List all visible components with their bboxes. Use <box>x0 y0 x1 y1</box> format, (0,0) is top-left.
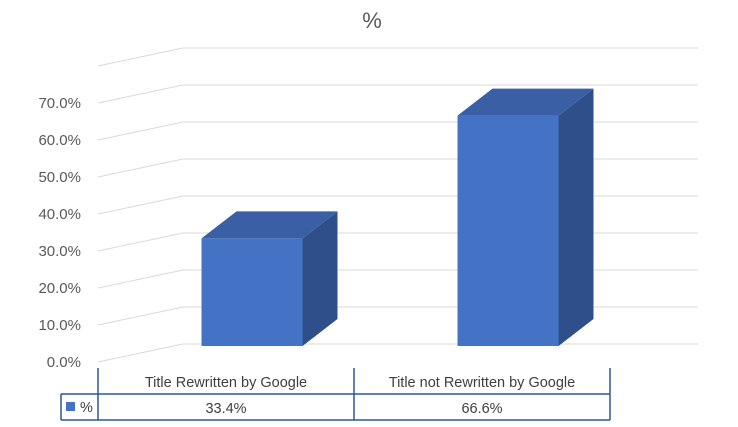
value-label: 66.6% <box>461 401 502 417</box>
bar-front <box>457 115 559 346</box>
bars <box>201 88 594 346</box>
gridline-diagonal <box>97 47 184 67</box>
category-label: Title not Rewritten by Google <box>389 375 575 391</box>
y-axis-ticks: 0.0% 10.0% 20.0% 30.0% 40.0% 50.0% 60.0% 70.0% <box>38 95 81 371</box>
bar-top <box>457 88 594 116</box>
bar-top <box>201 211 338 239</box>
gridline-diagonal <box>97 269 184 289</box>
value-label: 33.4% <box>205 401 246 417</box>
y-tick-label: 0.0% <box>47 354 81 371</box>
data-table: Title Rewritten by Google Title not Rewri… <box>60 368 611 421</box>
legend-label: % <box>80 400 93 416</box>
gridline-diagonal <box>97 343 184 363</box>
chart-title: % <box>362 8 382 33</box>
bar-front <box>201 238 303 346</box>
y-tick-label: 20.0% <box>38 280 81 297</box>
gridline-diagonal <box>97 306 184 326</box>
bar-side <box>302 211 338 346</box>
y-tick-label: 70.0% <box>38 95 81 112</box>
y-tick-label: 50.0% <box>38 169 81 186</box>
gridline-diagonal <box>97 232 184 252</box>
y-tick-label: 60.0% <box>38 132 81 149</box>
gridline-diagonal <box>97 121 184 141</box>
gridline-diagonal <box>97 195 184 215</box>
legend-swatch <box>66 402 75 411</box>
category-label: Title Rewritten by Google <box>145 375 307 391</box>
gridlines <box>97 47 698 363</box>
bar <box>201 211 338 346</box>
gridline-diagonal <box>97 84 184 104</box>
bar-side <box>558 88 594 346</box>
y-tick-label: 10.0% <box>38 317 81 334</box>
gridline-diagonal <box>97 158 184 178</box>
bar <box>457 88 594 346</box>
y-tick-label: 40.0% <box>38 206 81 223</box>
y-tick-label: 30.0% <box>38 243 81 260</box>
